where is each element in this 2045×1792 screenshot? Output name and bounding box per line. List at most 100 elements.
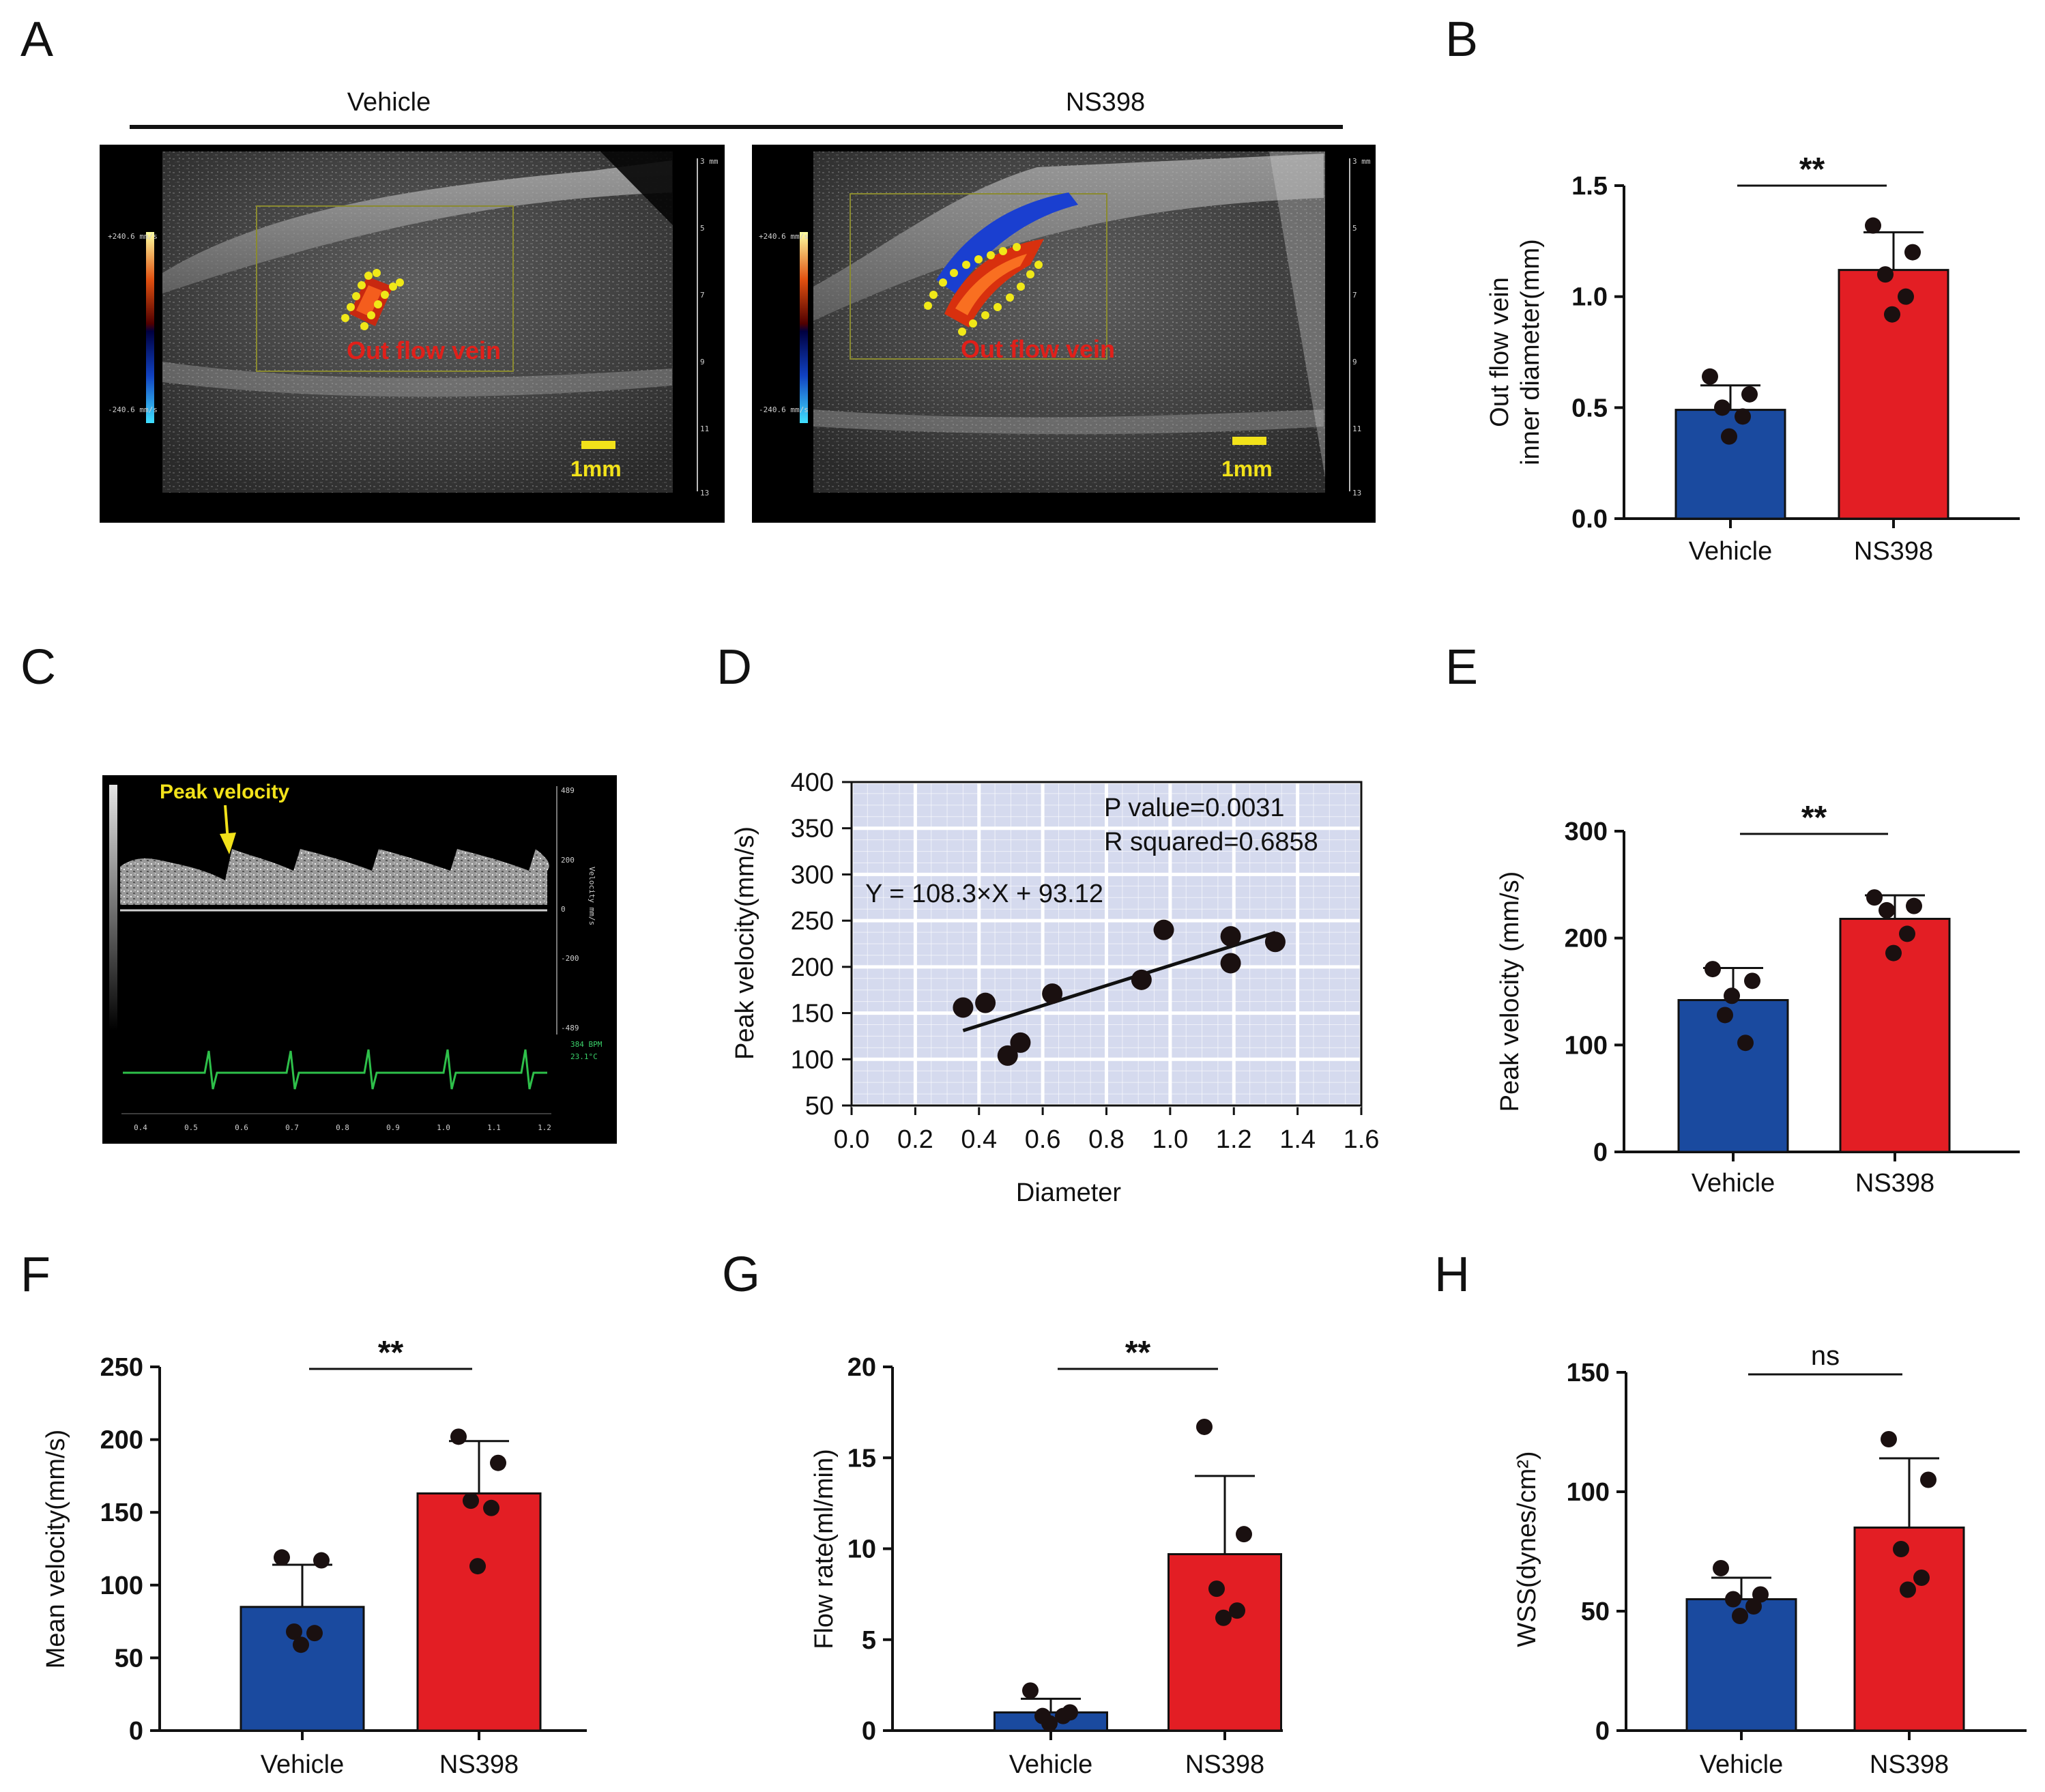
x-tick-label: 0.6 (1025, 1125, 1061, 1154)
data-point (1893, 1541, 1909, 1557)
data-point (1752, 1586, 1769, 1603)
data-point (1236, 1526, 1252, 1543)
x-tick-label: 1.0 (1152, 1125, 1188, 1154)
time-tick: 1.2 (538, 1123, 551, 1132)
scatter-point (1264, 931, 1286, 953)
x-tick-label: 1.4 (1279, 1125, 1316, 1154)
data-point (1041, 1715, 1058, 1732)
scale-label-ns398: 1mm (1221, 457, 1273, 481)
color-max-label: +240.6 mm/s (108, 232, 158, 241)
data-point (490, 1454, 506, 1471)
ultrasound-ns398: +240.6 mm/s -240.6 mm/s Out flow vein 1m… (752, 145, 1376, 523)
data-point (274, 1549, 290, 1566)
bar-ns398 (1853, 1527, 1965, 1732)
data-point (1744, 972, 1760, 989)
depth-axis-vehicle: 3 mm 5 7 9 11 13 (697, 157, 719, 497)
y-tick-label: 250 (791, 907, 834, 936)
data-point (1732, 1608, 1748, 1624)
y-tick-label: 50 (115, 1644, 143, 1673)
y-tick-label: 100 (100, 1572, 143, 1600)
color-scale-bar (146, 232, 154, 423)
scatter-point (953, 997, 974, 1018)
scale-bar-vehicle (581, 441, 615, 449)
bar-ns398 (1167, 1552, 1282, 1732)
scale-bar-ns398 (1232, 437, 1266, 445)
significance-label: ** (1801, 800, 1827, 836)
y-tick-label: 400 (791, 768, 834, 797)
time-tick: 1.1 (487, 1123, 501, 1132)
ultrasound-vehicle: +240.6 mm/s -240.6 mm/s Out flow vein 1m… (100, 145, 725, 523)
y-tick-label: 200 (100, 1426, 143, 1455)
panel-c: C 489 200 0 -200 -489 Velocity mm/s 384 … (20, 640, 617, 1144)
vessel-outline-dots-ns398 (924, 243, 1043, 336)
chart-f-mean-velocity: 0 50 100 150 200 250 Vehicle NS398 Mean velocity… (42, 1335, 587, 1779)
x-tick-label: NS398 (1854, 537, 1933, 566)
y-tick-label: 100 (1567, 1478, 1610, 1507)
y-axis-title: Out flow vein (1485, 277, 1514, 427)
velocity-tick: 200 (561, 856, 575, 865)
bar-vehicle (1677, 999, 1789, 1153)
panel-a-ns398-title: NS398 (1066, 88, 1145, 117)
data-point (1215, 1609, 1232, 1626)
data-point (1906, 897, 1922, 914)
velocity-axis-title: Velocity mm/s (588, 867, 596, 925)
color-min-label: -240.6 mm/s (759, 405, 809, 414)
y-tick-label: 5 (862, 1626, 876, 1655)
panel-label-g: G (722, 1247, 760, 1302)
x-tick-label: 1.6 (1344, 1125, 1380, 1154)
time-tick: 0.7 (285, 1123, 299, 1132)
data-point (293, 1636, 309, 1653)
panel-a-vehicle-title: Vehicle (347, 88, 431, 117)
y-tick-label: 300 (791, 861, 834, 889)
panel-label-f: F (20, 1247, 50, 1302)
time-tick: 0.6 (235, 1123, 248, 1132)
velocity-tick: 489 (561, 786, 575, 795)
velocity-tick: 0 (561, 905, 566, 914)
data-point (1717, 1007, 1733, 1024)
y-tick-label: 150 (100, 1499, 143, 1527)
data-point (306, 1625, 323, 1642)
vessel-outline-dots-vehicle (341, 269, 404, 330)
data-point (1884, 306, 1900, 323)
y-tick-label: 150 (1567, 1359, 1610, 1387)
data-point (1713, 1560, 1729, 1576)
y-tick-label: 200 (791, 953, 834, 982)
y-tick-label: 0.0 (1571, 505, 1608, 534)
regression-line (962, 931, 1276, 1032)
data-point (1705, 961, 1721, 978)
data-point (1866, 889, 1883, 906)
scatter-point (975, 992, 996, 1013)
scatter-point (1131, 969, 1152, 990)
data-point (1899, 925, 1915, 942)
significance-label: ** (378, 1335, 404, 1371)
data-point (1881, 1431, 1897, 1447)
y-tick-label: 100 (791, 1045, 834, 1074)
data-point (1745, 1598, 1762, 1615)
time-tick: 0.9 (386, 1123, 400, 1132)
chart-e-peak-velocity: 0 100 200 300 Vehicle NS398 Peak velocity (mm/… (1496, 800, 2020, 1198)
y-tick-label: 10 (847, 1535, 876, 1564)
y-axis-title: inner diameter(mm) (1516, 239, 1545, 465)
depth-tick: 11 (1352, 424, 1361, 433)
panel-label-c: C (20, 640, 56, 695)
y-tick-label: 350 (791, 815, 834, 843)
velocity-tick: -200 (561, 954, 579, 963)
panel-label-h: H (1434, 1247, 1470, 1302)
x-tick-label: 0.0 (834, 1125, 870, 1154)
data-point (1913, 1570, 1930, 1586)
y-tick-label: 0.5 (1571, 394, 1608, 422)
x-tick-label: Vehicle (1689, 537, 1773, 566)
data-point (1208, 1580, 1225, 1598)
depth-tick: 7 (1352, 291, 1357, 300)
chart-b-outflow-diameter: 0.0 0.5 1.0 1.5 Vehicle NS398 Out flow vein inn… (1485, 151, 2020, 566)
x-tick-label: NS398 (439, 1750, 519, 1779)
depth-tick: 9 (1352, 358, 1357, 366)
data-point (1879, 901, 1895, 919)
data-point (1735, 408, 1751, 425)
bar-ns398 (416, 1492, 542, 1732)
scale-label-vehicle: 1mm (570, 457, 622, 481)
data-point (1055, 1707, 1071, 1724)
data-point (1877, 266, 1894, 283)
chart-d-diameter-vs-peak-velocity: 0.0 0.2 0.4 0.6 0.8 1.0 1.2 1.4 1.6 50 100 150 200 25… (731, 768, 1379, 1207)
y-tick-label: 150 (791, 1000, 834, 1028)
